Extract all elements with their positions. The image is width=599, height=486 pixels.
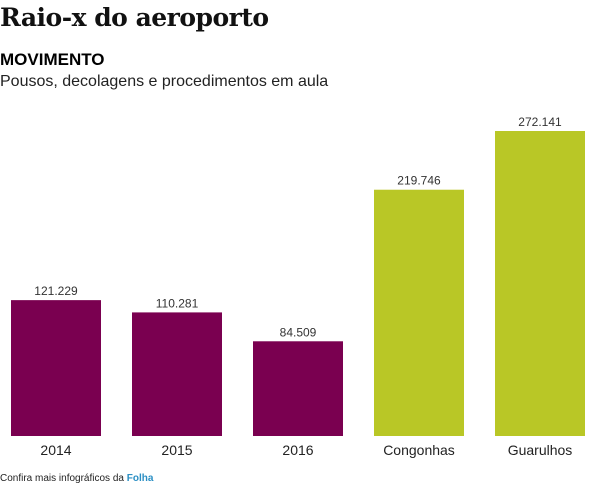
value-label-2016: 84.509	[280, 325, 317, 339]
credit-brand-link[interactable]: Folha	[126, 473, 154, 484]
credit-line: Confira mais infográficos da Folha	[0, 473, 153, 485]
value-label-congonhas: 219.746	[397, 174, 441, 188]
tick-label-guarulhos: Guarulhos	[508, 442, 573, 458]
value-label-2015: 110.281	[156, 296, 199, 310]
credit-text: Confira mais infográficos da	[0, 473, 127, 484]
bar-2016	[253, 341, 343, 436]
section-title: MOVIMENTO	[0, 50, 105, 69]
bar-guarulhos	[495, 131, 585, 436]
tick-label-congonhas: Congonhas	[383, 442, 455, 458]
bar-2014	[11, 300, 101, 436]
value-label-2014: 121.229	[34, 284, 78, 298]
headline: Raio-x do aeroporto	[0, 3, 269, 32]
tick-label-2016: 2016	[282, 442, 313, 458]
tick-label-2014: 2014	[40, 442, 71, 458]
bar-congonhas	[374, 189, 464, 436]
bar-chart: 121.229 2014 110.281 2015 84.509 2016 219.746 C…	[11, 115, 585, 458]
chart-subtitle: Pousos, decolagens e procedimentos em au…	[0, 73, 329, 90]
value-label-guarulhos: 272.141	[518, 115, 562, 129]
tick-label-2015: 2015	[161, 442, 192, 458]
bar-2015	[132, 312, 222, 436]
